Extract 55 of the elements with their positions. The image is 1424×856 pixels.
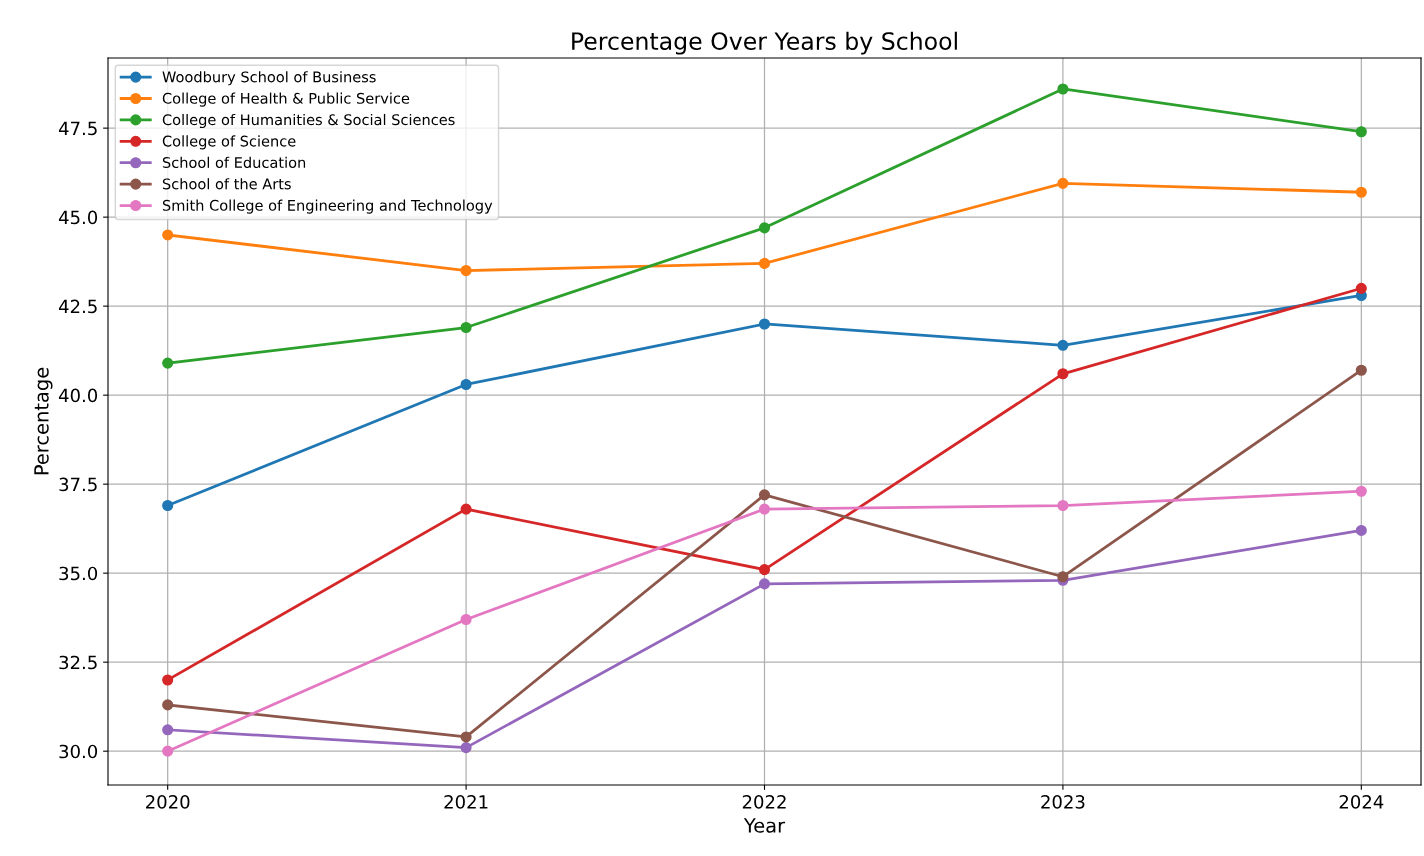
- y-tick-label: 42.5: [58, 299, 97, 314]
- point: [758, 489, 771, 501]
- y-tick-label: 40.0: [58, 388, 98, 403]
- y-tick-label: 35.0: [59, 566, 98, 581]
- legend-label: Woodbury School of Business: [162, 71, 376, 86]
- point: [460, 321, 472, 334]
- point: [460, 378, 472, 391]
- point: [758, 318, 771, 330]
- point: [162, 724, 174, 736]
- point: [460, 613, 472, 626]
- point: [758, 503, 771, 515]
- x-tick-label: 2022: [742, 795, 786, 809]
- x-axis-title: Year: [743, 818, 786, 833]
- point: [1355, 126, 1367, 138]
- chart-title: Percentage Over Years by School: [572, 31, 957, 55]
- point: [1355, 364, 1367, 376]
- y-tick-label: 32.5: [59, 655, 97, 670]
- y-tick-label: 45.0: [58, 210, 98, 225]
- y-tick-label: 37.5: [59, 477, 97, 492]
- legend-label: College of Health & Public Service: [162, 92, 410, 107]
- point: [162, 357, 174, 369]
- x-tick-label: 2021: [444, 795, 488, 809]
- point: [460, 731, 472, 743]
- point: [162, 674, 174, 686]
- point: [162, 745, 174, 757]
- point: [1355, 485, 1367, 497]
- point: [758, 578, 771, 590]
- point: [162, 499, 174, 512]
- legend-label: School of the Arts: [162, 178, 291, 190]
- point: [1057, 499, 1069, 512]
- legend-label: College of Science: [162, 135, 296, 150]
- y-tick-label: 47.5: [58, 121, 97, 136]
- point: [758, 222, 771, 234]
- point: [460, 742, 472, 754]
- y-tick-label: 30.0: [59, 744, 98, 759]
- point: [1355, 282, 1367, 294]
- point: [758, 564, 771, 576]
- point: [460, 503, 472, 515]
- point: [1057, 83, 1069, 95]
- legend-label: Smith College of Engineering and Technology: [162, 199, 493, 214]
- point: [758, 257, 771, 269]
- point: [460, 264, 472, 277]
- point: [1057, 177, 1069, 189]
- point: [162, 699, 174, 711]
- legend-label: School of Education: [162, 156, 306, 169]
- x-tick-label: 2023: [1041, 795, 1085, 809]
- point: [1355, 524, 1367, 536]
- point: [162, 229, 174, 241]
- y-axis-title: Percentage: [34, 367, 53, 475]
- x-tick-label: 2020: [146, 795, 190, 809]
- point: [1355, 186, 1367, 198]
- legend-label: College of Humanities & Social Sciences: [162, 113, 455, 129]
- point: [1057, 368, 1069, 380]
- x-tick-label: 2024: [1339, 795, 1384, 809]
- point: [1057, 339, 1069, 351]
